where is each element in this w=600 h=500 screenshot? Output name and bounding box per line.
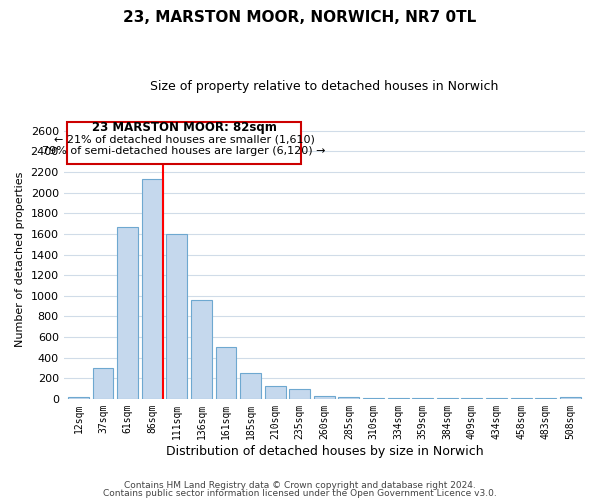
Bar <box>117 226 138 399</box>
Bar <box>461 398 482 399</box>
Bar <box>314 396 335 399</box>
Bar <box>215 347 236 399</box>
Bar <box>92 368 113 399</box>
Bar <box>68 397 89 399</box>
Bar <box>265 386 286 399</box>
Bar <box>191 300 212 399</box>
Title: Size of property relative to detached houses in Norwich: Size of property relative to detached ho… <box>150 80 499 93</box>
Y-axis label: Number of detached properties: Number of detached properties <box>15 172 25 348</box>
Text: 23, MARSTON MOOR, NORWICH, NR7 0TL: 23, MARSTON MOOR, NORWICH, NR7 0TL <box>124 10 476 25</box>
Bar <box>535 398 556 399</box>
Text: ← 21% of detached houses are smaller (1,610): ← 21% of detached houses are smaller (1,… <box>54 134 314 144</box>
Text: Contains HM Land Registry data © Crown copyright and database right 2024.: Contains HM Land Registry data © Crown c… <box>124 481 476 490</box>
Bar <box>289 389 310 399</box>
Bar <box>388 398 409 399</box>
Bar <box>486 398 507 399</box>
FancyBboxPatch shape <box>67 122 301 164</box>
Text: 23 MARSTON MOOR: 82sqm: 23 MARSTON MOOR: 82sqm <box>92 122 277 134</box>
X-axis label: Distribution of detached houses by size in Norwich: Distribution of detached houses by size … <box>166 444 483 458</box>
Bar <box>412 398 433 399</box>
Bar <box>437 398 458 399</box>
Bar <box>166 234 187 399</box>
Bar <box>560 397 581 399</box>
Text: 79% of semi-detached houses are larger (6,120) →: 79% of semi-detached houses are larger (… <box>43 146 326 156</box>
Bar <box>240 373 261 399</box>
Text: Contains public sector information licensed under the Open Government Licence v3: Contains public sector information licen… <box>103 488 497 498</box>
Bar <box>511 398 532 399</box>
Bar <box>363 398 384 399</box>
Bar <box>142 180 163 399</box>
Bar <box>338 398 359 399</box>
